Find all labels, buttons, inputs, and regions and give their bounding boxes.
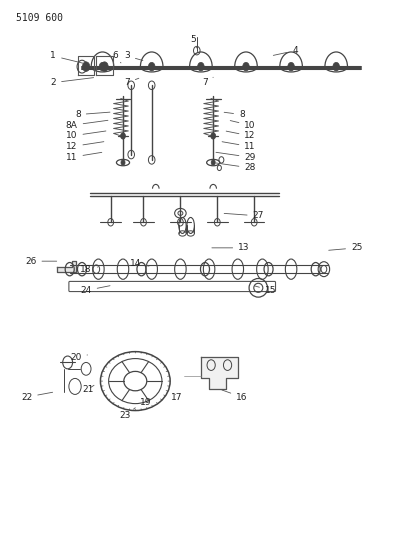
Text: 19: 19 [139, 398, 151, 407]
Text: 20: 20 [70, 353, 87, 361]
Text: 6: 6 [112, 52, 121, 63]
Circle shape [121, 160, 125, 165]
Circle shape [148, 62, 155, 71]
Circle shape [287, 62, 294, 71]
Text: 27: 27 [224, 212, 263, 220]
Text: 1: 1 [50, 52, 83, 63]
Text: 29: 29 [216, 152, 255, 161]
Text: 17: 17 [170, 393, 182, 401]
Text: 5: 5 [189, 36, 196, 48]
Circle shape [101, 62, 108, 71]
Text: 25: 25 [328, 244, 362, 252]
Text: 10: 10 [66, 131, 106, 140]
Text: 18: 18 [80, 265, 97, 273]
Text: 7: 7 [202, 77, 213, 87]
Text: 11: 11 [66, 152, 101, 161]
Text: 16: 16 [221, 390, 247, 401]
Text: 2: 2 [50, 78, 93, 87]
Text: 14: 14 [129, 260, 148, 268]
Text: 15: 15 [254, 286, 276, 295]
Text: 8: 8 [75, 110, 110, 119]
Text: 3: 3 [124, 52, 142, 61]
Text: 23: 23 [119, 408, 135, 420]
Text: 24: 24 [80, 286, 110, 295]
Text: 22: 22 [21, 392, 52, 401]
Text: 26: 26 [25, 257, 56, 265]
Text: 4: 4 [273, 46, 297, 55]
Circle shape [332, 62, 339, 71]
Text: 5109 600: 5109 600 [16, 13, 63, 23]
Polygon shape [200, 357, 237, 389]
Circle shape [242, 62, 249, 71]
Text: 7: 7 [124, 78, 139, 87]
Circle shape [120, 133, 125, 139]
Circle shape [82, 62, 90, 71]
Text: 11: 11 [222, 142, 255, 151]
Circle shape [211, 160, 215, 165]
Text: 21: 21 [82, 385, 94, 393]
Text: 13: 13 [211, 244, 249, 252]
Text: 8: 8 [224, 110, 244, 119]
Text: 10: 10 [230, 120, 255, 130]
Text: 8A: 8A [66, 120, 108, 130]
Circle shape [210, 133, 215, 139]
Circle shape [197, 62, 204, 71]
Text: 12: 12 [226, 131, 255, 140]
Circle shape [99, 62, 106, 71]
Text: 12: 12 [66, 142, 103, 151]
Text: 28: 28 [216, 163, 255, 172]
Polygon shape [57, 261, 76, 272]
